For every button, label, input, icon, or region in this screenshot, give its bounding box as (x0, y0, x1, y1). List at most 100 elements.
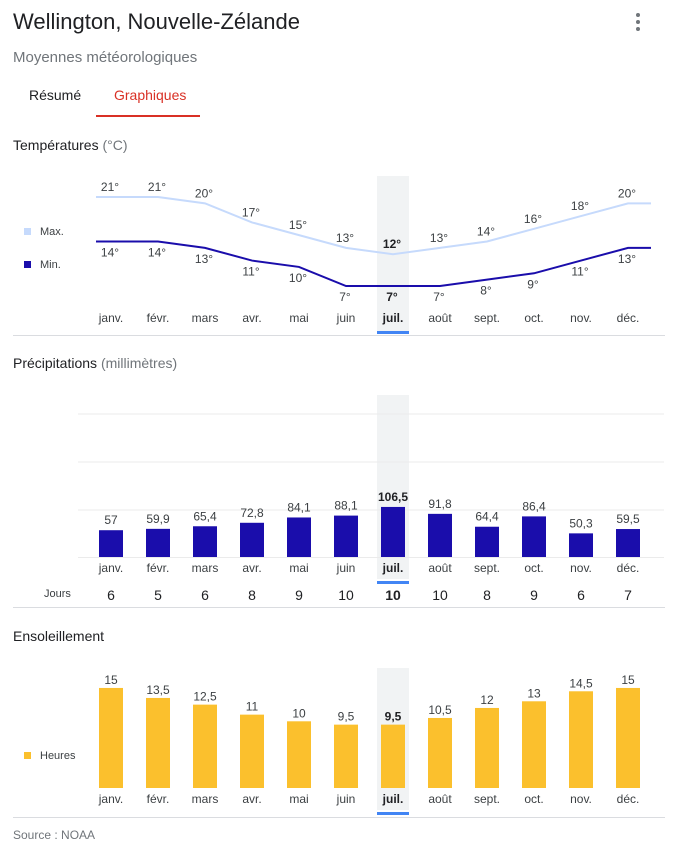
precipitation-month-label-11: nov. (570, 561, 592, 575)
temperature-month-label-12: déc. (617, 311, 640, 325)
precipitation-month-label-2: févr. (147, 561, 170, 575)
precipitation-selected-marker (377, 581, 409, 584)
rain-days-value-9: 8 (483, 587, 491, 603)
precipitation-bar-12 (616, 529, 640, 557)
min-temp-label-6: 7° (339, 290, 351, 304)
sunshine-month-label-1: janv. (98, 792, 123, 806)
rain-days-value-2: 5 (154, 587, 162, 603)
temperature-month-label-1: janv. (98, 311, 123, 325)
precipitation-value-9: 64,4 (475, 510, 499, 524)
sunshine-value-2: 13,5 (146, 683, 170, 697)
precipitation-value-7: 106,5 (378, 490, 408, 504)
rain-days-value-3: 6 (201, 587, 209, 603)
temperature-selected-marker (377, 331, 409, 334)
min-temp-label-9: 8° (480, 284, 492, 298)
precipitation-value-10: 86,4 (522, 499, 546, 513)
precipitation-month-label-3: mars (192, 561, 219, 575)
max-temp-label-4: 17° (242, 205, 260, 219)
precipitation-month-label-10: oct. (524, 561, 543, 575)
sunshine-month-label-7: juil. (382, 792, 404, 806)
sunshine-section-title: Ensoleillement (13, 628, 105, 644)
max-temp-label-12: 20° (618, 186, 636, 200)
sunshine-value-6: 9,5 (338, 710, 355, 724)
precipitation-bar-2 (146, 528, 170, 557)
sunshine-month-label-4: avr. (242, 792, 261, 806)
min-temp-label-5: 10° (289, 271, 307, 285)
sunshine-value-5: 10 (292, 706, 306, 720)
legend-hours-swatch (24, 752, 31, 759)
precipitation-value-6: 88,1 (334, 499, 358, 513)
temperature-month-label-7: juil. (382, 311, 404, 325)
more-options-icon[interactable] (628, 10, 648, 34)
sunshine-month-label-3: mars (192, 792, 219, 806)
min-temp-label-8: 7° (433, 290, 445, 304)
sunshine-bar-7 (381, 724, 405, 788)
sunshine-month-label-9: sept. (474, 792, 500, 806)
sunshine-month-label-12: déc. (617, 792, 640, 806)
precipitation-value-2: 59,9 (146, 512, 170, 526)
legend-max-label: Max. (40, 226, 64, 238)
precipitation-value-4: 72,8 (240, 506, 264, 520)
temperature-month-label-4: avr. (242, 311, 261, 325)
max-temp-label-6: 13° (336, 231, 354, 245)
tab-graphiques[interactable]: Graphiques (114, 87, 187, 103)
page-title: Wellington, Nouvelle-Zélande (13, 9, 300, 34)
sunshine-value-1: 15 (104, 673, 118, 687)
precipitation-month-label-9: sept. (474, 561, 500, 575)
sunshine-bar-9 (475, 707, 499, 788)
max-temp-label-1: 21° (101, 180, 119, 194)
sunshine-divider (13, 817, 665, 818)
sunshine-bar-4 (240, 714, 264, 788)
sunshine-value-7: 9,5 (385, 710, 402, 724)
legend-min-label: Min. (40, 259, 61, 271)
sunshine-selected-marker (377, 812, 409, 815)
rain-days-value-12: 7 (624, 587, 632, 603)
precipitation-title: Précipitations (13, 355, 98, 371)
precipitation-bar-8 (428, 513, 452, 557)
max-temp-label-10: 16° (524, 212, 542, 226)
min-temp-label-1: 14° (101, 246, 119, 260)
temperature-month-label-9: sept. (474, 311, 500, 325)
temperature-month-label-5: mai (289, 311, 308, 325)
tab-resume[interactable]: Résumé (29, 87, 82, 103)
sunshine-value-9: 12 (480, 693, 494, 707)
legend-max-swatch (24, 228, 31, 235)
min-temp-label-4: 11° (242, 265, 259, 279)
rain-days-value-11: 6 (577, 587, 585, 603)
precipitation-unit: (millimètres) (100, 355, 178, 371)
rain-days-value-4: 8 (248, 587, 256, 603)
max-temp-label-5: 15° (289, 218, 307, 232)
min-temp-label-10: 9° (527, 277, 539, 291)
source-note: Source : NOAA (13, 828, 96, 842)
precipitation-bar-9 (475, 526, 499, 557)
temperature-section-title: Températures (°C) (13, 137, 128, 153)
temperature-month-label-2: févr. (147, 311, 170, 325)
sunshine-month-label-10: oct. (524, 792, 543, 806)
sunshine-month-label-6: juin (336, 792, 356, 806)
max-temp-label-3: 20° (195, 186, 213, 200)
precipitation-value-5: 84,1 (287, 500, 311, 514)
sunshine-bar-11 (569, 691, 593, 788)
temperature-month-label-3: mars (192, 311, 219, 325)
precipitation-month-label-12: déc. (617, 561, 640, 575)
min-temp-label-7: 7° (386, 290, 398, 304)
precipitation-month-label-1: janv. (98, 561, 123, 575)
precipitation-value-3: 65,4 (193, 509, 217, 523)
min-temp-label-2: 14° (148, 246, 166, 260)
sunshine-bar-6 (334, 724, 358, 788)
sunshine-bar-8 (428, 717, 452, 788)
sunshine-value-11: 14,5 (569, 676, 593, 690)
temperature-divider (13, 335, 665, 336)
sunshine-value-3: 12,5 (193, 690, 217, 704)
precipitation-month-label-5: mai (289, 561, 308, 575)
precipitation-month-label-4: avr. (242, 561, 261, 575)
precipitation-divider (13, 607, 665, 608)
sunshine-bar-2 (146, 697, 170, 788)
min-temp-label-12: 13° (618, 252, 636, 266)
precipitation-bar-6 (334, 515, 358, 557)
precipitation-bar-3 (193, 526, 217, 557)
precipitation-bar-11 (569, 533, 593, 557)
sunshine-month-label-11: nov. (570, 792, 592, 806)
precipitation-bar-5 (287, 517, 311, 557)
max-temp-label-2: 21° (148, 180, 166, 194)
